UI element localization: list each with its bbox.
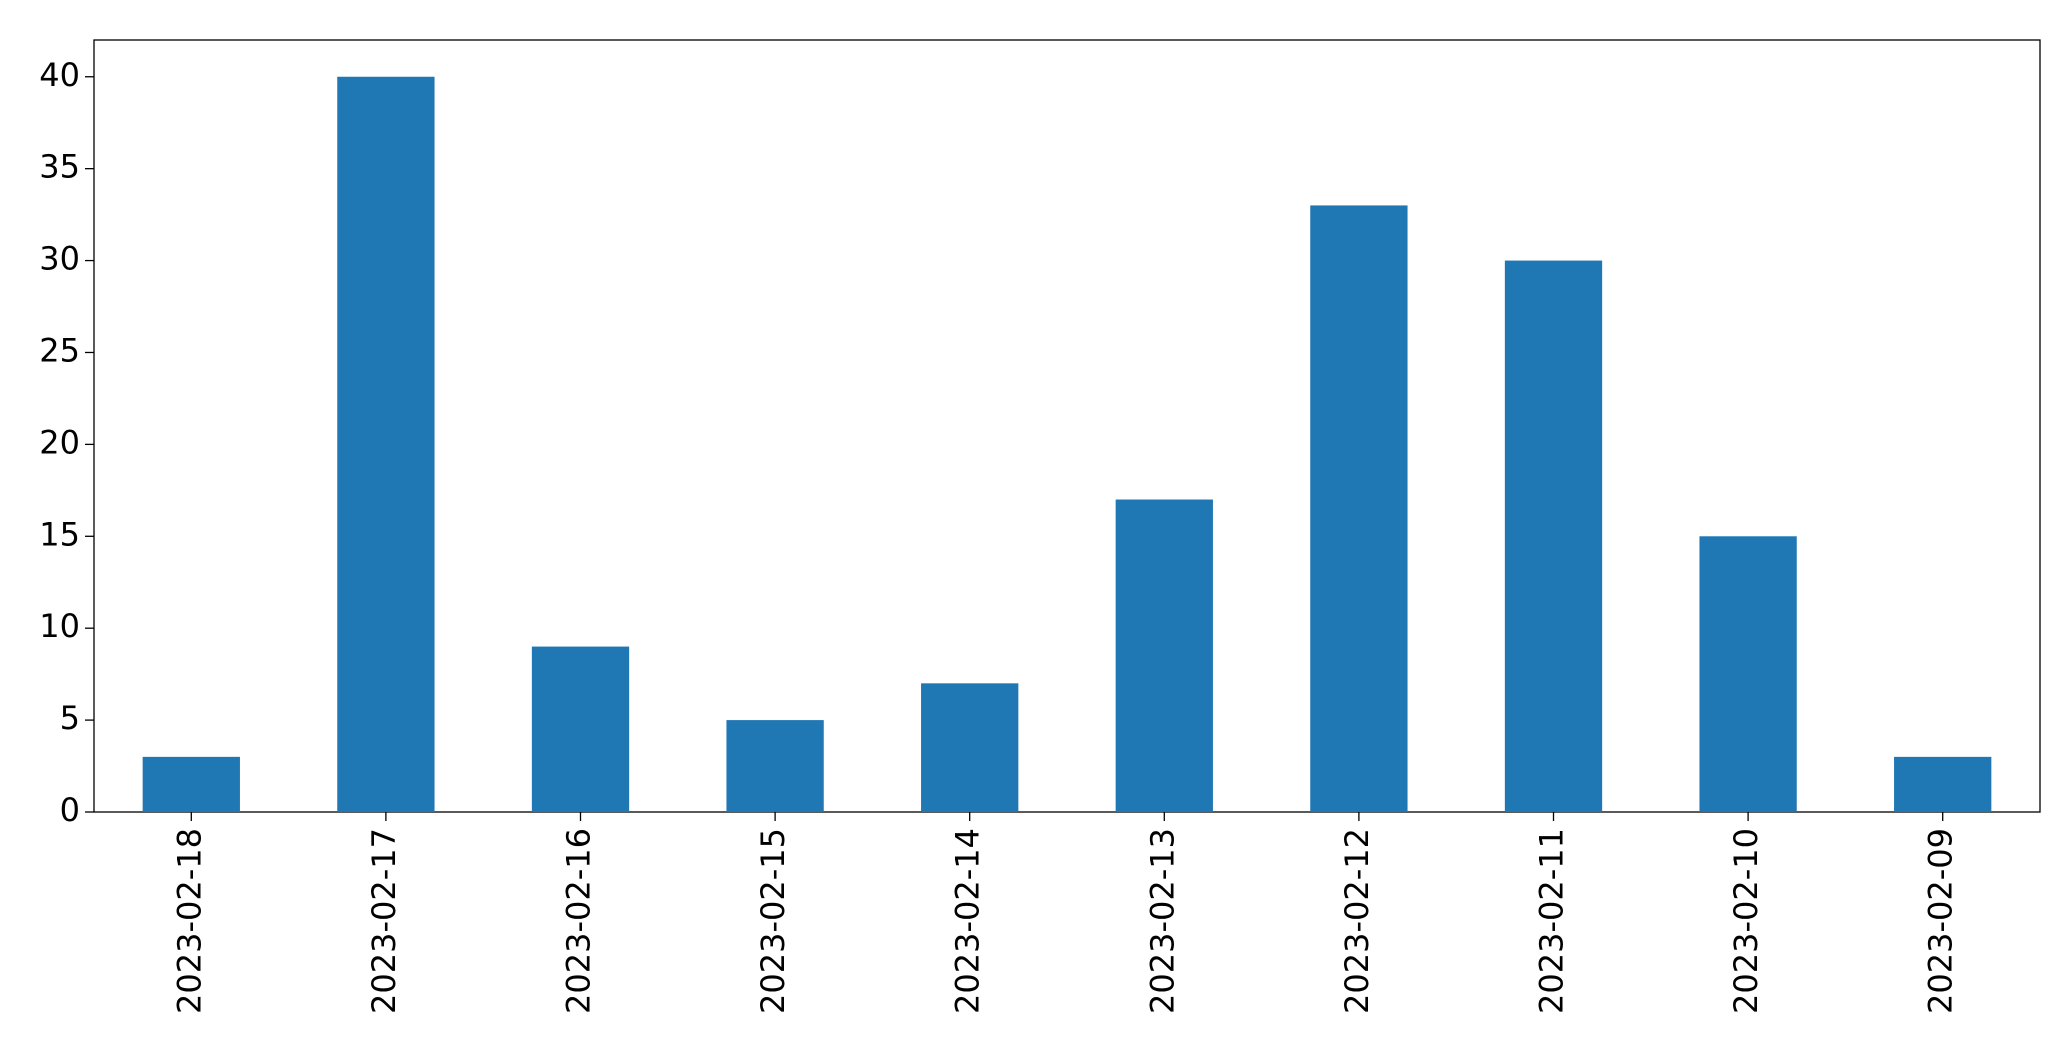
bar (1699, 536, 1797, 812)
x-tick-label: 2023-02-11 (1533, 828, 1571, 1014)
x-tick-label: 2023-02-18 (170, 828, 208, 1014)
y-tick-label: 40 (39, 56, 80, 94)
bar (1504, 260, 1603, 813)
x-tick-label: 2023-02-17 (365, 828, 403, 1014)
x-tick-label: 2023-02-13 (1143, 828, 1181, 1014)
y-tick-label: 30 (39, 240, 80, 278)
bar (1894, 756, 1992, 812)
x-tick-label: 2023-02-12 (1338, 828, 1376, 1014)
bar (1115, 499, 1213, 812)
bar (337, 76, 435, 812)
y-tick-label: 15 (39, 515, 80, 553)
bar (921, 683, 1019, 812)
plot-frame (93, 39, 2041, 813)
bar (726, 720, 824, 812)
bar (142, 756, 240, 812)
x-tick-label: 2023-02-09 (1922, 828, 1960, 1014)
x-tick-label: 2023-02-10 (1727, 828, 1765, 1014)
y-tick-label: 5 (60, 699, 80, 737)
y-tick-label: 35 (39, 148, 80, 186)
bar (1310, 205, 1408, 812)
y-tick-label: 0 (60, 791, 80, 829)
x-tick-label: 2023-02-16 (560, 828, 598, 1014)
y-tick-label: 20 (39, 423, 80, 461)
y-tick-label: 25 (39, 331, 80, 369)
y-tick-label: 10 (39, 607, 80, 645)
x-tick-label: 2023-02-15 (754, 828, 792, 1014)
x-tick-label: 2023-02-14 (949, 828, 987, 1014)
bar (531, 646, 630, 812)
